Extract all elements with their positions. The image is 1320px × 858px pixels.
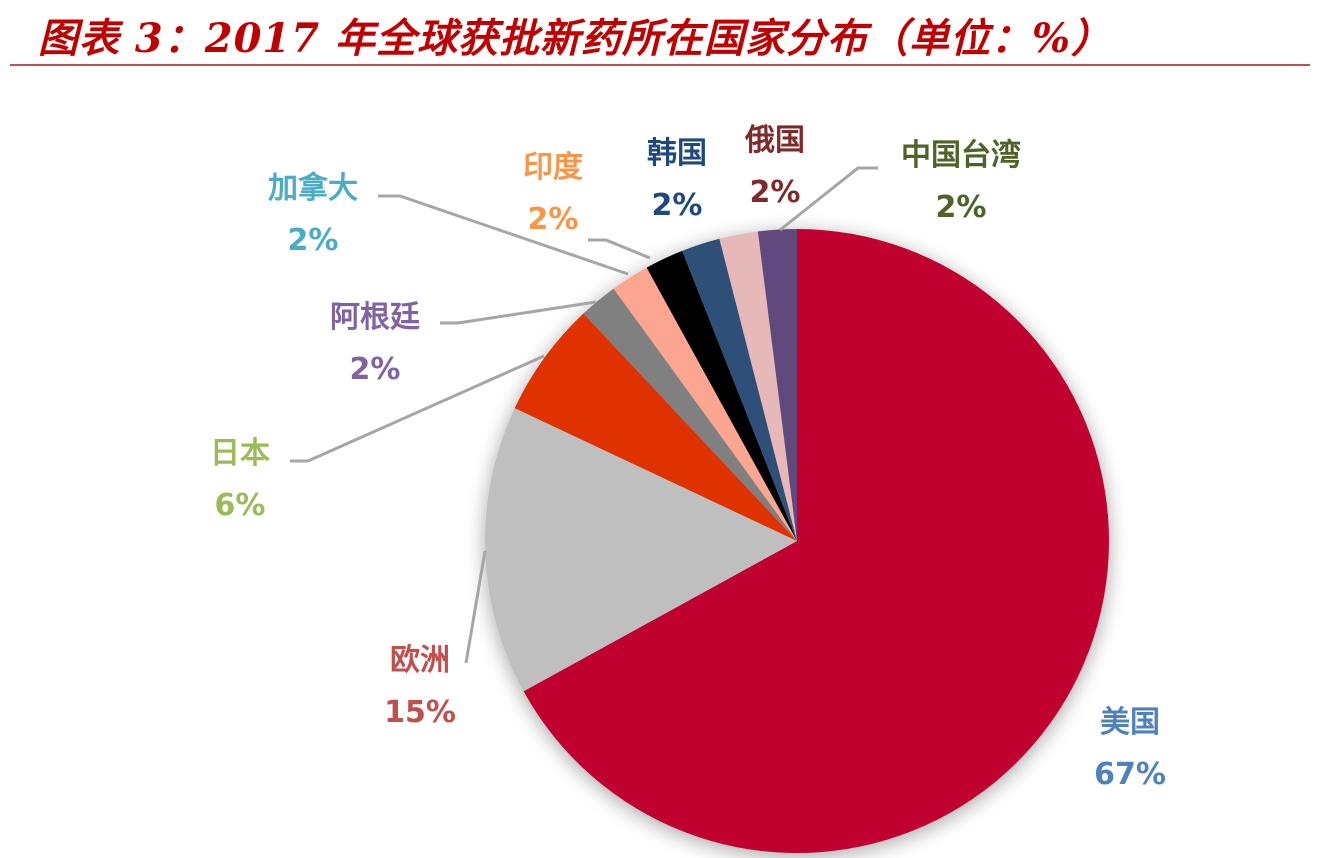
data-label-taiwan: 中国台湾 2% <box>876 130 1046 234</box>
label-value: 67% <box>1094 757 1166 792</box>
label-value: 2% <box>349 352 401 387</box>
pie-slice-3 <box>583 288 797 541</box>
label-value: 2% <box>651 188 703 223</box>
leader-lines <box>290 166 878 664</box>
label-name: 加拿大 <box>268 171 358 206</box>
label-value: 2% <box>527 202 579 237</box>
label-value: 6% <box>214 488 266 523</box>
label-name: 日本 <box>210 436 270 471</box>
pie-slice-1 <box>485 408 797 692</box>
data-label-russia: 俄国 2% <box>725 115 825 219</box>
pie-slice-5 <box>646 250 797 541</box>
pie-slice-6 <box>682 238 797 541</box>
data-label-argentina: 阿根廷 2% <box>305 292 445 396</box>
leader-line-canada <box>378 194 629 276</box>
data-label-india: 印度 2% <box>503 142 603 246</box>
label-value: 15% <box>384 695 456 730</box>
data-label-korea: 韩国 2% <box>627 128 727 232</box>
label-value: 2% <box>935 190 987 225</box>
label-name: 中国台湾 <box>901 138 1021 173</box>
label-name: 美国 <box>1100 705 1160 740</box>
data-label-japan: 日本 6% <box>190 428 290 532</box>
pie-slice-2 <box>514 313 797 541</box>
leader-line-japan <box>290 354 545 463</box>
pie-slice-0 <box>523 229 1109 854</box>
label-value: 2% <box>287 223 339 258</box>
pie-slice-4 <box>613 267 797 541</box>
label-name: 印度 <box>523 150 583 185</box>
label-value: 2% <box>749 175 801 210</box>
leader-line-argentina <box>440 300 597 325</box>
label-name: 阿根廷 <box>330 300 420 335</box>
pie-slice-7 <box>719 231 797 542</box>
chart-title: 图表 3：2017 年全球获批新药所在国家分布（单位：%） <box>38 15 1113 62</box>
pie-slices <box>485 229 1109 854</box>
data-label-usa: 美国 67% <box>1080 697 1180 801</box>
label-name: 欧洲 <box>390 643 450 678</box>
leader-line-taiwan <box>779 166 878 232</box>
label-name: 俄国 <box>745 123 805 158</box>
title-divider <box>10 64 1310 66</box>
data-label-europe: 欧洲 15% <box>370 635 470 739</box>
leader-line-india <box>588 238 651 260</box>
leader-line-europe <box>464 550 487 664</box>
data-label-canada: 加拿大 2% <box>243 163 383 267</box>
label-name: 韩国 <box>647 136 707 171</box>
pie-slice-8 <box>757 229 797 541</box>
